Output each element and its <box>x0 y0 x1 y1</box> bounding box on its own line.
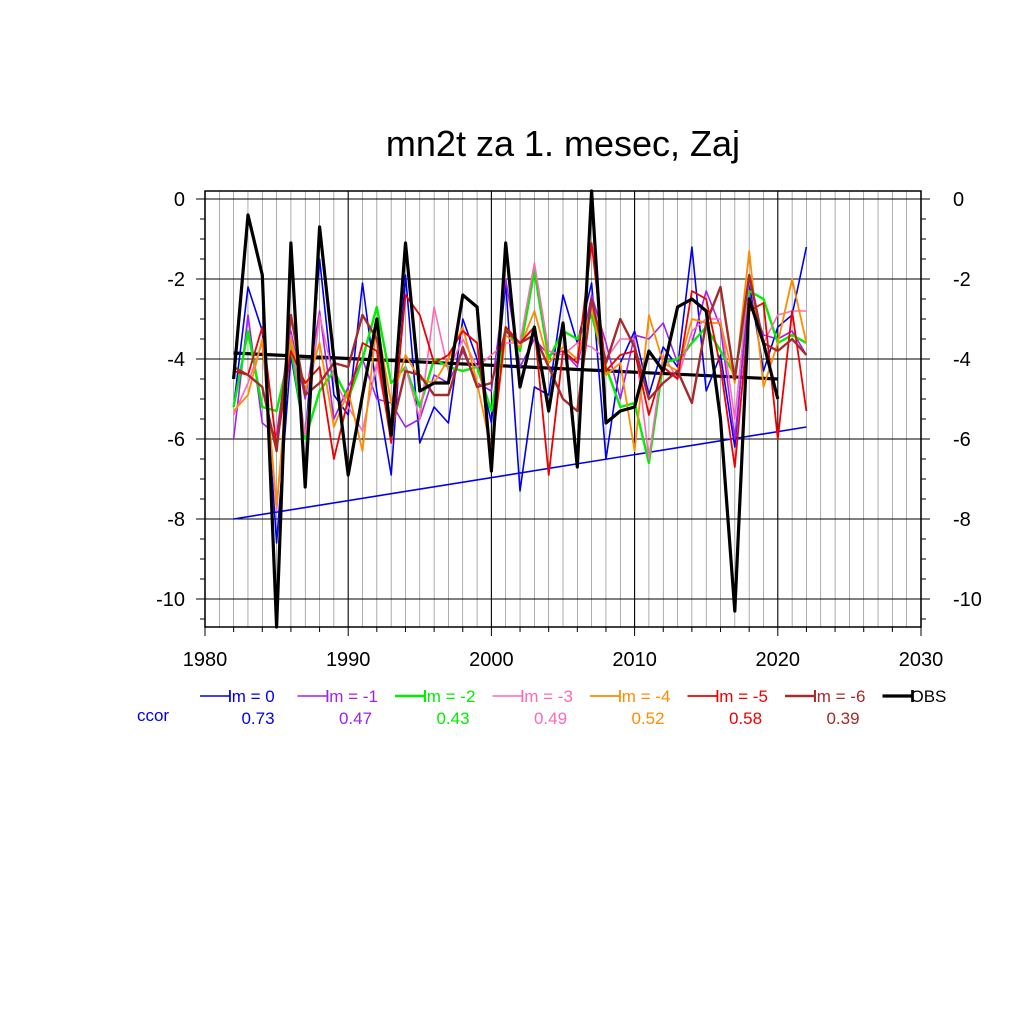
legend-label: lm = -6 <box>813 687 865 706</box>
y-tick-label-right: -10 <box>953 589 982 611</box>
ccor-label: ccor <box>137 706 169 725</box>
legend: lm = 0 0.73 lm = -1 0.47 lm = -2 0.43 lm = -3 0… <box>200 687 946 728</box>
series-line <box>233 273 808 453</box>
x-tick-label: 2010 <box>612 649 657 671</box>
y-tick-label: -4 <box>167 349 185 371</box>
x-tick-label: 2000 <box>469 649 514 671</box>
ccor-value: 0.39 <box>826 709 859 728</box>
plot-frame <box>204 190 922 628</box>
ccor-value: 0.47 <box>339 709 372 728</box>
chart-title: mn2t za 1. mesec, Zaj <box>386 123 740 164</box>
ccor-value: 0.73 <box>241 709 274 728</box>
legend-label: lm = -2 <box>423 687 475 706</box>
axes: 0 0 -2 -2 -4 -4 -6 -6 -8 -8 -10 -10 1980 1990 2000 2010… <box>156 189 982 671</box>
legend-label: lm = -3 <box>521 687 573 706</box>
series-lines <box>232 189 808 629</box>
legend-label: lm = -5 <box>716 687 768 706</box>
legend-label: lm = 0 <box>228 687 275 706</box>
y-tick-label-right: -6 <box>953 429 971 451</box>
ccor-value: 0.58 <box>729 709 762 728</box>
trend-lines <box>233 351 807 520</box>
y-tick-label-right: -2 <box>953 269 971 291</box>
x-tick-label: 2020 <box>756 649 801 671</box>
series-line <box>232 278 808 440</box>
legend-label: OBS <box>911 687 947 706</box>
trend-line <box>233 426 807 520</box>
x-tick-label: 1980 <box>183 649 228 671</box>
ccor-value: 0.49 <box>534 709 567 728</box>
legend-label: lm = -1 <box>326 687 378 706</box>
x-tick-label: 2030 <box>899 649 944 671</box>
x-tick-label: 1990 <box>326 649 371 671</box>
y-tick-label: -2 <box>167 269 185 291</box>
trend-line <box>233 351 778 381</box>
y-tick-label-right: 0 <box>953 189 964 211</box>
ccor-value: 0.43 <box>436 709 469 728</box>
y-tick-label: 0 <box>174 189 185 211</box>
series-line <box>232 246 808 544</box>
y-tick-label: -10 <box>156 589 185 611</box>
grid <box>204 190 922 628</box>
y-tick-label: -6 <box>167 429 185 451</box>
legend-label: lm = -4 <box>618 687 670 706</box>
series-line <box>232 189 780 629</box>
y-tick-label-right: -8 <box>953 509 971 531</box>
y-tick-label-right: -4 <box>953 349 971 371</box>
ccor-value: 0.52 <box>631 709 664 728</box>
y-tick-label: -8 <box>167 509 185 531</box>
